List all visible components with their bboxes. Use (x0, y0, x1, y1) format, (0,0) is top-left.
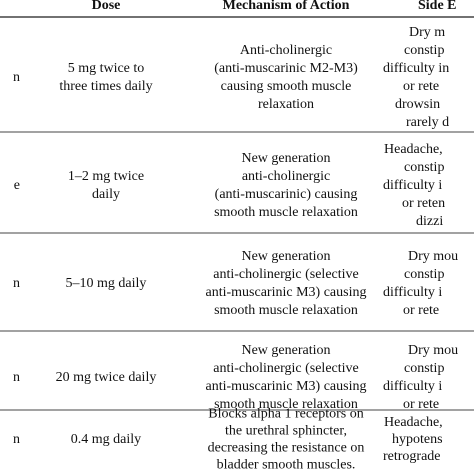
side-effect-text: Headache, (384, 142, 443, 157)
dose-text: 1–2 mg twice (68, 169, 144, 184)
side-effect-text: rarely d (406, 115, 449, 130)
side-effect-text: or reten (402, 196, 445, 211)
dose-text: 5 mg twice to (68, 61, 145, 76)
side-effect-text: or rete (403, 303, 439, 318)
side-effect-text: difficulty i (383, 178, 442, 193)
row-label: n (13, 276, 20, 291)
side-effect-text: hypotens (392, 432, 443, 447)
row-label: n (13, 432, 20, 447)
side-effect-text: constip (404, 267, 444, 282)
side-effect-text: or rete (403, 397, 439, 412)
mechanism-text: smooth muscle relaxation (214, 397, 358, 412)
mechanism-text: causing smooth muscle (221, 79, 352, 94)
side-effect-text: drowsin (395, 97, 440, 112)
dose-text: daily (92, 187, 120, 202)
side-effect-text: Dry m (409, 25, 445, 40)
row-label: e (14, 178, 20, 193)
side-effect-text: constip (404, 43, 444, 58)
side-effect-text: difficulty i (383, 379, 442, 394)
mechanism-text: anti-cholinergic (selective (213, 361, 359, 376)
side-effect-text: constip (404, 361, 444, 376)
mechanism-text: anti-muscarinic M3) causing (206, 379, 367, 394)
header-mechanism: Mechanism of Action (223, 0, 350, 13)
header-side-effects: Side E (418, 0, 457, 13)
side-effect-text: or rete (403, 79, 439, 94)
mechanism-text: Anti-cholinergic (240, 43, 332, 58)
mechanism-text: relaxation (258, 97, 314, 112)
side-effect-text: Headache, (384, 415, 443, 430)
mechanism-text: bladder smooth muscles. (217, 458, 356, 473)
mechanism-text: New generation (241, 249, 330, 264)
side-effect-text: Dry mou (408, 343, 458, 358)
mechanism-text: Blocks alpha 1 receptors on (208, 407, 364, 422)
mechanism-text: New generation (241, 151, 330, 166)
mechanism-text: New generation (241, 343, 330, 358)
dose-text: 5–10 mg daily (66, 276, 147, 291)
row-label: n (13, 70, 20, 85)
side-effect-text: difficulty in (383, 61, 449, 76)
mechanism-text: anti-muscarinic M3) causing (206, 285, 367, 300)
mechanism-text: smooth muscle relaxation (214, 303, 358, 318)
side-effect-text: Dry mou (408, 249, 458, 264)
mechanism-text: anti-cholinergic (242, 169, 330, 184)
row-label: n (13, 370, 20, 385)
side-effect-text: dizzi (416, 214, 443, 229)
side-effect-text: retrograde (383, 449, 441, 464)
side-effect-text: difficulty i (383, 285, 442, 300)
header-dose: Dose (92, 0, 121, 13)
side-effect-text: constip (404, 160, 444, 175)
mechanism-text: anti-cholinergic (selective (213, 267, 359, 282)
mechanism-text: decreasing the resistance on (208, 441, 365, 456)
dose-text: three times daily (59, 79, 152, 94)
dose-text: 0.4 mg daily (71, 432, 141, 447)
mechanism-text: the urethral sphincter, (225, 424, 347, 439)
mechanism-text: (anti-muscarinic M2-M3) (214, 61, 358, 76)
dose-text: 20 mg twice daily (56, 370, 157, 385)
mechanism-text: smooth muscle relaxation (214, 205, 358, 220)
mechanism-text: (anti-muscarinic) causing (215, 187, 358, 202)
